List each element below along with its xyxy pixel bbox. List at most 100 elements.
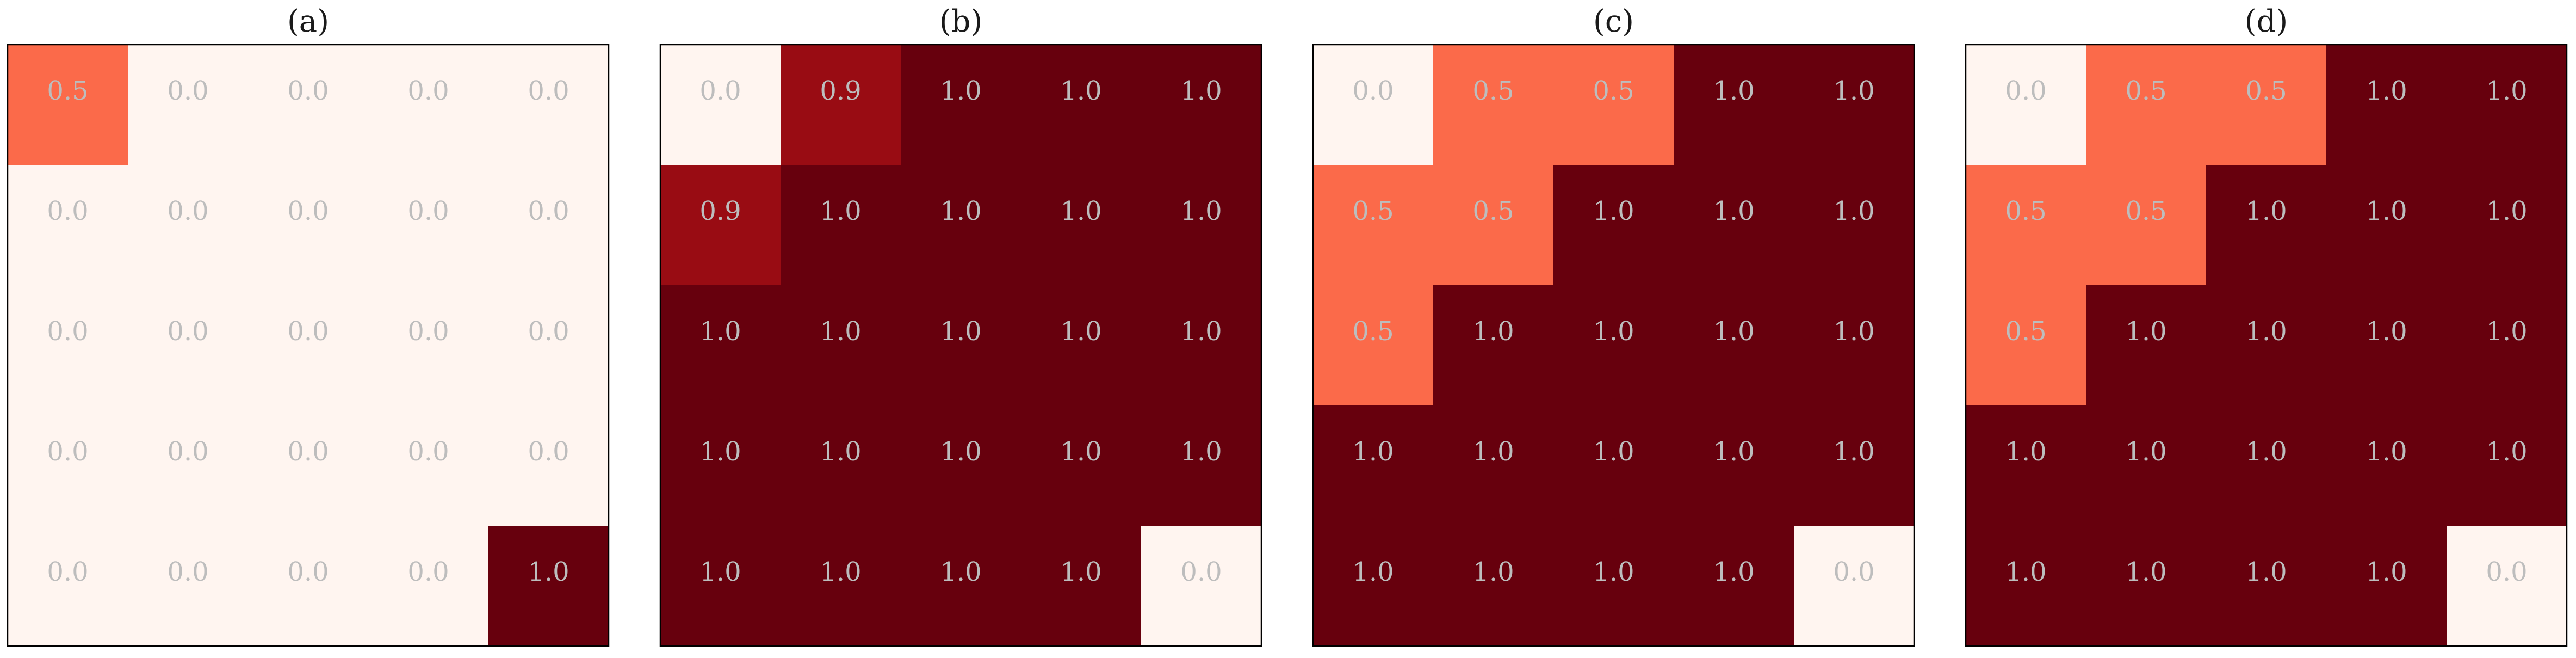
cell-value-label-r1-c2: 0.5 xyxy=(1472,76,1514,106)
heatmap-frame xyxy=(659,44,1262,647)
cell-value-label-r5-c5: 0.0 xyxy=(2486,557,2527,587)
cell-value-label-r5-c5: 0.0 xyxy=(1833,557,1874,587)
cell-value-label-r4-c4: 0.0 xyxy=(407,436,449,467)
cell-value-label-r4-c3: 0.0 xyxy=(287,436,329,467)
cell-value-label-r3-c5: 1.0 xyxy=(1833,316,1874,347)
heatmap-cell-r2-c5 xyxy=(1141,165,1262,286)
cell-value-label-r2-c5: 0.0 xyxy=(528,196,569,226)
heatmap-cell-r4-c2 xyxy=(2086,405,2207,526)
heatmap-cell-r2-c3 xyxy=(2206,165,2327,286)
heatmap-cell-r5-c5 xyxy=(2447,526,2567,647)
heatmap-cell-r5-c4 xyxy=(1674,526,1794,647)
heatmap-cell-r4-c1 xyxy=(1966,405,2086,526)
heatmap-cell-r2-c1 xyxy=(8,165,128,286)
cell-value-label-r5-c2: 1.0 xyxy=(1472,557,1514,587)
heatmap-cell-r3-c5 xyxy=(488,285,609,406)
cell-value-label-r5-c2: 1.0 xyxy=(820,557,861,587)
cell-value-label-r5-c2: 0.0 xyxy=(167,557,208,587)
heatmap-cell-r1-c5 xyxy=(2447,45,2567,165)
cell-value-label-r5-c3: 1.0 xyxy=(940,557,981,587)
cell-value-label-r2-c4: 1.0 xyxy=(1713,196,1754,226)
heatmap-cell-r3-c2 xyxy=(2086,285,2207,406)
cell-value-label-r2-c5: 1.0 xyxy=(2486,196,2527,226)
cell-value-label-r1-c3: 0.0 xyxy=(287,76,329,106)
heatmap-cell-r1-c3 xyxy=(248,45,369,165)
heatmap-cell-r2-c2 xyxy=(781,165,901,286)
cell-value-label-r4-c1: 0.0 xyxy=(47,436,88,467)
cell-value-label-r2-c1: 0.5 xyxy=(2005,196,2046,226)
cell-value-label-r3-c2: 0.0 xyxy=(167,316,208,347)
cell-value-label-r5-c4: 1.0 xyxy=(1060,557,1101,587)
heatmap-cell-r4-c4 xyxy=(368,405,489,526)
heatmap-cell-r4-c3 xyxy=(2206,405,2327,526)
heatmap-cell-r2-c1 xyxy=(1313,165,1434,286)
heatmap-cell-r1-c3 xyxy=(1553,45,1674,165)
heatmap-frame xyxy=(1312,44,1915,647)
heatmap-cell-r5-c1 xyxy=(660,526,781,647)
heatmap-cell-r3-c3 xyxy=(901,285,1021,406)
heatmap-cell-r1-c1 xyxy=(1313,45,1434,165)
heatmap-cell-r4-c3 xyxy=(901,405,1021,526)
heatmap-cell-r4-c4 xyxy=(2326,405,2447,526)
cell-value-label-r3-c5: 1.0 xyxy=(1180,316,1222,347)
heatmap-cell-r3-c1 xyxy=(1313,285,1434,406)
cell-value-label-r1-c2: 0.0 xyxy=(167,76,208,106)
heatmap-cell-r5-c5 xyxy=(1141,526,1262,647)
heatmap-cell-r5-c3 xyxy=(2206,526,2327,647)
cell-value-label-r2-c1: 0.0 xyxy=(47,196,88,226)
cell-value-label-r2-c2: 0.5 xyxy=(2125,196,2166,226)
heatmap-cell-r3-c3 xyxy=(2206,285,2327,406)
cell-value-label-r3-c1: 0.5 xyxy=(1352,316,1394,347)
heatmap-cell-r1-c1 xyxy=(8,45,128,165)
cell-value-label-r3-c1: 0.0 xyxy=(47,316,88,347)
cell-value-label-r4-c3: 1.0 xyxy=(2245,436,2287,467)
cell-value-label-r1-c1: 0.0 xyxy=(2005,76,2046,106)
cell-value-label-r2-c3: 1.0 xyxy=(940,196,981,226)
cell-value-label-r1-c1: 0.5 xyxy=(47,76,88,106)
cell-value-label-r3-c5: 0.0 xyxy=(528,316,569,347)
panel-title: (b) xyxy=(939,4,983,39)
heatmap-cell-r1-c4 xyxy=(2326,45,2447,165)
heatmap-cell-r3-c2 xyxy=(781,285,901,406)
cell-value-label-r5-c3: 1.0 xyxy=(2245,557,2287,587)
cell-value-label-r3-c3: 1.0 xyxy=(2245,316,2287,347)
cell-value-label-r2-c5: 1.0 xyxy=(1180,196,1222,226)
cell-value-label-r3-c4: 1.0 xyxy=(1713,316,1754,347)
cell-value-label-r2-c4: 1.0 xyxy=(1060,196,1101,226)
cell-value-label-r1-c3: 1.0 xyxy=(940,76,981,106)
heatmap-cell-r1-c4 xyxy=(1674,45,1794,165)
heatmap-cell-r4-c2 xyxy=(781,405,901,526)
cell-value-label-r2-c4: 0.0 xyxy=(407,196,449,226)
heatmap-cell-r5-c2 xyxy=(128,526,249,647)
heatmap-cell-r5-c5 xyxy=(488,526,609,647)
heatmap-cell-r3-c2 xyxy=(128,285,249,406)
cell-value-label-r1-c4: 0.0 xyxy=(407,76,449,106)
heatmap-cell-r2-c4 xyxy=(1674,165,1794,286)
cell-value-label-r4-c2: 0.0 xyxy=(167,436,208,467)
heatmap-cell-r4-c2 xyxy=(128,405,249,526)
heatmap-cell-r3-c4 xyxy=(2326,285,2447,406)
cell-value-label-r3-c4: 1.0 xyxy=(1060,316,1101,347)
cell-value-label-r2-c2: 0.5 xyxy=(1472,196,1514,226)
heatmap-cell-r1-c1 xyxy=(1966,45,2086,165)
heatmap-frame xyxy=(1965,44,2568,647)
cell-value-label-r5-c4: 0.0 xyxy=(407,557,449,587)
heatmap-cell-r2-c5 xyxy=(1794,165,1915,286)
heatmap-cell-r1-c2 xyxy=(1433,45,1554,165)
cell-value-label-r2-c2: 1.0 xyxy=(820,196,861,226)
heatmap-cell-r3-c1 xyxy=(1966,285,2086,406)
cell-value-label-r4-c3: 1.0 xyxy=(940,436,981,467)
cell-value-label-r2-c1: 0.5 xyxy=(1352,196,1394,226)
cell-value-label-r1-c5: 1.0 xyxy=(1180,76,1222,106)
cell-value-label-r1-c2: 0.5 xyxy=(2125,76,2166,106)
heatmap-cell-r5-c3 xyxy=(248,526,369,647)
cell-value-label-r4-c5: 1.0 xyxy=(1180,436,1222,467)
cell-value-label-r1-c4: 1.0 xyxy=(1060,76,1101,106)
cell-value-label-r5-c2: 1.0 xyxy=(2125,557,2166,587)
cell-value-label-r1-c5: 0.0 xyxy=(528,76,569,106)
heatmap-cell-r1-c4 xyxy=(1021,45,1142,165)
heatmap-cell-r5-c4 xyxy=(2326,526,2447,647)
heatmap-cell-r4-c3 xyxy=(248,405,369,526)
heatmap-cell-r2-c5 xyxy=(2447,165,2567,286)
